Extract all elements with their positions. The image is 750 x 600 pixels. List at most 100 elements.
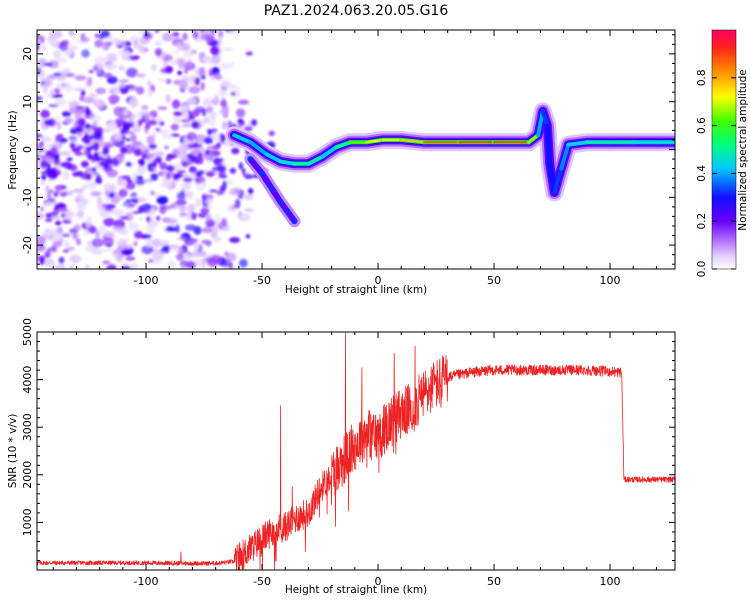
- snr-ylabel: SNR (10 * v/v): [7, 414, 19, 489]
- spectrogram-blob: [57, 170, 62, 176]
- colorbar-tick-label: 0.4: [696, 165, 708, 182]
- spectrogram-blob: [203, 136, 214, 144]
- spectrogram-blob: [245, 234, 251, 239]
- spectrogram-blob: [209, 189, 218, 193]
- spectrogram-blob: [162, 32, 174, 42]
- spectrogram-blob: [94, 56, 107, 64]
- spectrogram-blob: [101, 149, 109, 156]
- spectrogram-blob: [133, 148, 142, 157]
- spectrogram-blob: [70, 143, 76, 149]
- spectrogram-blob: [93, 65, 98, 71]
- spectrogram-blob: [178, 79, 189, 88]
- spectrogram-xtick-label: 50: [487, 274, 501, 287]
- spectrogram-blob: [40, 206, 44, 212]
- ridge-core: [553, 167, 563, 194]
- spectrogram-blob: [133, 241, 138, 247]
- spectrogram-blob: [208, 111, 218, 120]
- spectrogram-blob: [150, 173, 158, 181]
- spectrogram-blob: [229, 30, 236, 35]
- spectrogram-blob: [220, 100, 228, 108]
- spectrogram-blob: [133, 44, 140, 49]
- spectrogram-blob: [187, 203, 195, 214]
- spectrogram-blob: [45, 162, 51, 170]
- spectrogram-blob: [161, 133, 173, 140]
- spectrogram-blob: [88, 225, 97, 234]
- spectrogram-blob: [221, 218, 227, 228]
- spectrogram-blob: [60, 233, 71, 237]
- spectrogram-blob: [147, 80, 152, 87]
- spectrogram-blob: [180, 106, 189, 113]
- spectrogram-blob: [129, 120, 140, 123]
- spectrogram-blob: [130, 134, 137, 143]
- spectrogram-blob: [116, 178, 126, 187]
- spectrogram-blob: [76, 238, 81, 246]
- spectrogram-blob: [56, 120, 62, 131]
- spectrogram-blob: [183, 50, 194, 58]
- spectrogram-blob: [162, 245, 170, 252]
- spectrogram-blob: [239, 258, 248, 268]
- spectrogram-blob: [54, 265, 64, 269]
- spectrogram-blob: [174, 173, 179, 181]
- spectrogram-blob: [95, 155, 101, 163]
- colorbar: 0.0 0.2 0.4 0.6 0.8 Normalized spectral ampl…: [696, 29, 749, 277]
- spectrogram-blob: [201, 258, 206, 268]
- colorbar-tick-label: 0.6: [696, 117, 708, 134]
- spectrogram-blob: [118, 49, 130, 57]
- spectrogram-blob: [220, 258, 232, 268]
- spectrogram-blob: [210, 77, 215, 81]
- spectrogram-blob: [188, 86, 201, 94]
- ridge-branch-blob: [277, 199, 284, 205]
- spectrogram-blob: [129, 97, 139, 108]
- spectrogram-blob: [175, 253, 185, 261]
- spectrogram-blob: [50, 38, 60, 48]
- spectrogram-blob: [105, 183, 117, 193]
- spectrogram-ytick-label: -20: [21, 236, 34, 254]
- spectrogram-blob: [166, 165, 175, 172]
- spectrogram-blob: [268, 130, 275, 136]
- spectrogram-blob: [54, 98, 67, 106]
- spectrogram-blob: [173, 111, 183, 117]
- spectrogram-blob: [45, 150, 52, 157]
- spectrogram-blob: [150, 190, 155, 196]
- spectrogram-blob: [179, 137, 184, 144]
- spectrogram-blob: [143, 178, 154, 183]
- spectrogram-blob: [37, 133, 43, 139]
- spectrogram-blob: [125, 182, 136, 190]
- spectrogram-blob: [202, 111, 207, 117]
- spectrogram-blob: [159, 204, 167, 215]
- spectrogram-xtick-label: -50: [253, 274, 271, 287]
- spectrogram-blob: [54, 185, 64, 192]
- spectrogram-blob: [91, 125, 96, 129]
- spectrogram-blob: [190, 213, 197, 221]
- spectrogram-blob: [93, 141, 99, 152]
- spectrogram-blob: [210, 45, 220, 56]
- spectrogram-blob: [213, 215, 222, 222]
- spectrogram-blob: [54, 190, 61, 194]
- spectrogram-blob: [59, 162, 66, 167]
- spectrogram-blob: [154, 40, 163, 46]
- spectrogram-blob: [74, 75, 87, 81]
- spectrogram-blob: [164, 145, 169, 150]
- spectrogram-blob: [195, 106, 205, 111]
- spectrogram-blob: [125, 256, 136, 261]
- spectrogram-blob: [244, 126, 253, 132]
- spectrogram-blob: [208, 118, 217, 127]
- spectrogram-blob: [42, 84, 48, 94]
- spectrogram-blob: [88, 134, 94, 140]
- spectrogram-blob: [129, 35, 140, 42]
- spectrogram-blob: [87, 153, 93, 160]
- spectrogram-blob: [106, 41, 113, 46]
- spectrogram-blob: [118, 188, 128, 198]
- spectrogram-blob: [195, 198, 202, 208]
- spectrogram-blob: [222, 120, 228, 130]
- spectrogram-blob: [104, 163, 109, 169]
- spectrogram-blob: [95, 230, 100, 239]
- spectrogram-blob: [147, 208, 156, 215]
- spectrogram-blob: [207, 130, 214, 134]
- spectrogram-blob: [43, 62, 54, 66]
- spectrogram-xtick-label: 0: [375, 274, 382, 287]
- snr-frame: [36, 331, 676, 571]
- spectrogram-blob: [211, 167, 220, 171]
- ridge-core: [233, 134, 252, 144]
- spectrogram-blob: [201, 152, 213, 160]
